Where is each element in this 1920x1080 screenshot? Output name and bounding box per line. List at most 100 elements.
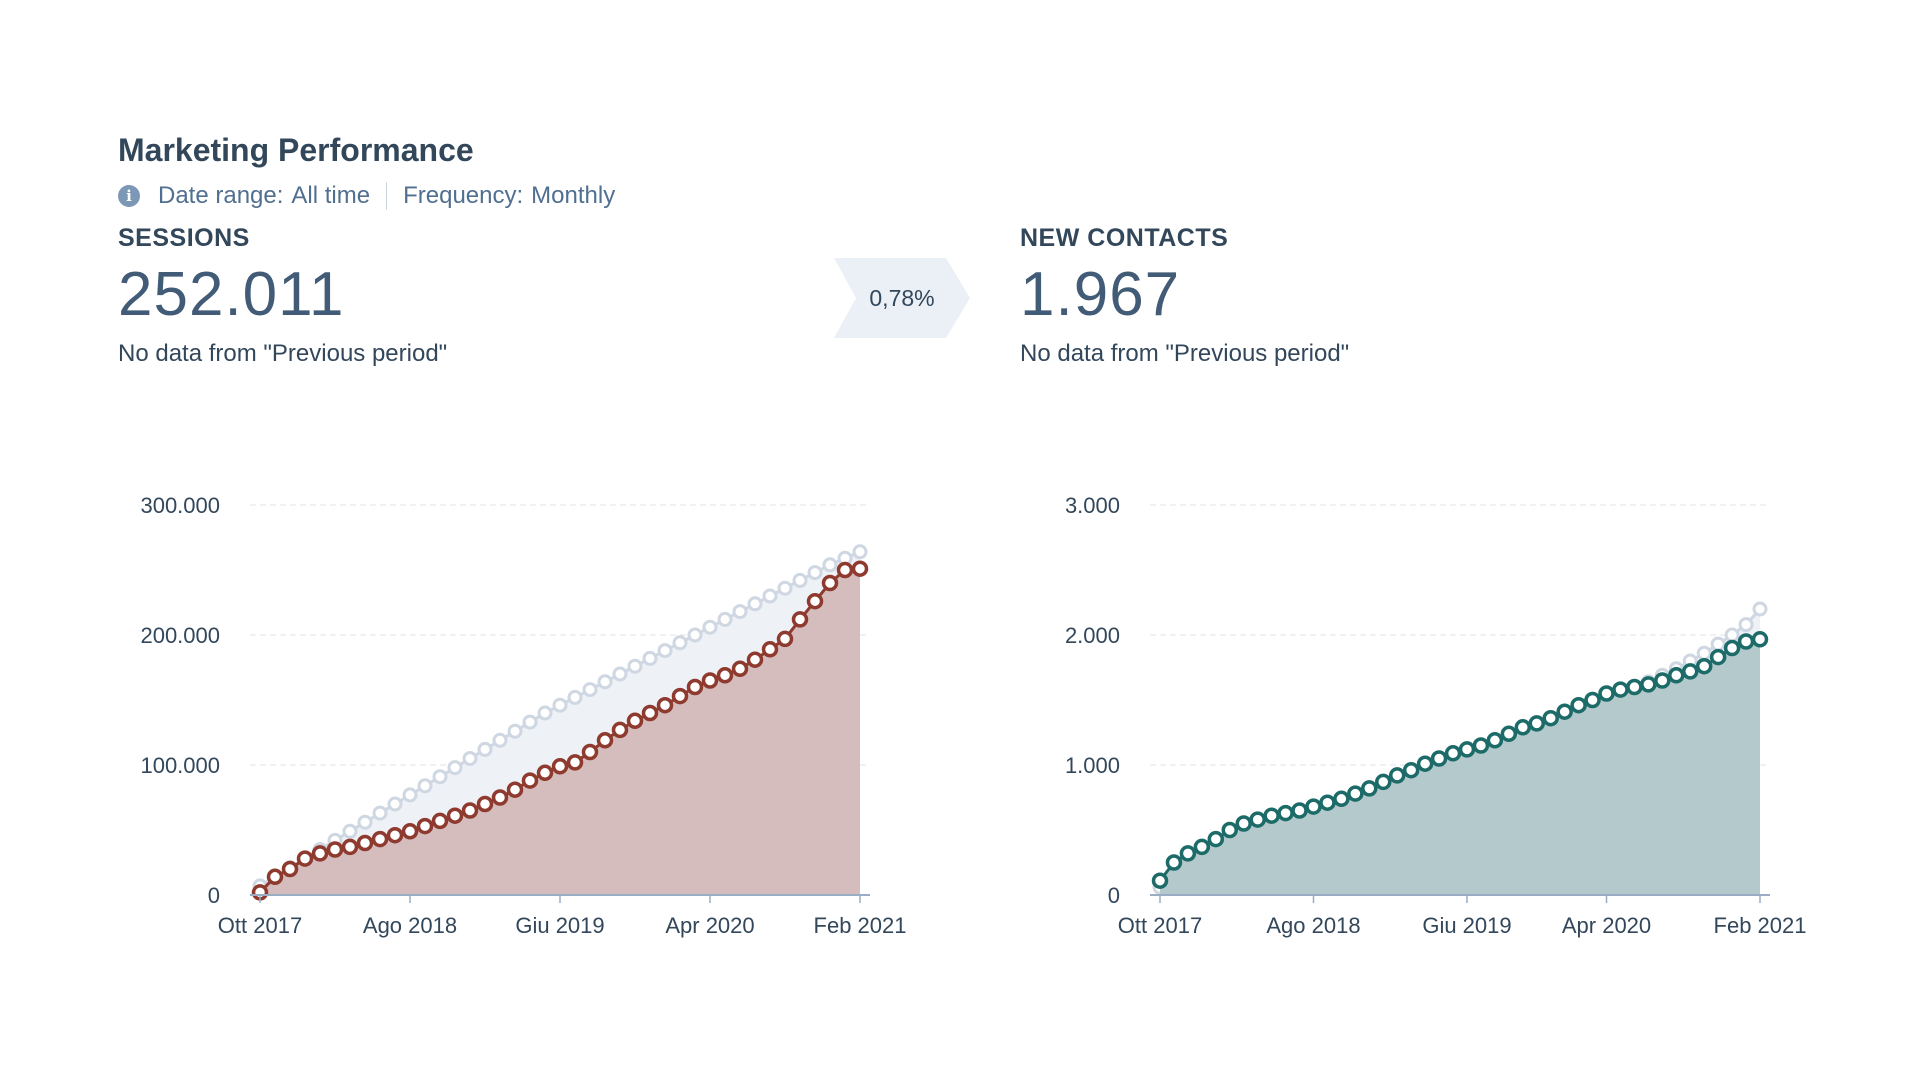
series-point (1221, 821, 1239, 839)
series-point (731, 660, 749, 678)
series-point (1361, 780, 1378, 797)
series-point (1347, 785, 1364, 802)
y-tick-label: 3.000 (1065, 493, 1120, 518)
series-point (266, 868, 284, 886)
series-point (281, 860, 299, 878)
date-range-value[interactable]: All time (291, 182, 371, 209)
series-point (1695, 657, 1713, 675)
series-point (1709, 648, 1727, 666)
new-contacts-chart: 0 1.000 2.000 3.000 Ott 2017 Ago 2018 Giu 2019… (1020, 470, 1807, 960)
series-point (1305, 798, 1322, 815)
series-point (1207, 830, 1225, 848)
comparison-point (462, 751, 478, 766)
series-point (671, 687, 689, 705)
series-point (536, 764, 554, 782)
series-point (656, 696, 674, 714)
sessions-label: SESSIONS (118, 224, 250, 252)
series-point (1556, 703, 1573, 720)
series-point (446, 807, 464, 824)
comparison-point (387, 796, 403, 812)
x-tick-label: Feb 2021 (814, 913, 907, 938)
series-point (641, 704, 659, 722)
series-point (611, 721, 629, 739)
comparison-point (522, 714, 538, 730)
y-tick-label: 300.000 (140, 493, 220, 518)
series-point (461, 802, 479, 819)
series-point (521, 772, 539, 789)
meta-divider (386, 182, 388, 210)
series-point (1263, 807, 1280, 824)
series-point (596, 732, 614, 749)
date-range-key: Date range: (158, 182, 284, 209)
series-point (311, 845, 329, 862)
series-point (1444, 745, 1462, 762)
series-point (791, 611, 809, 628)
frequency-value[interactable]: Monthly (531, 182, 616, 209)
series-point (1528, 715, 1545, 732)
comparison-point (777, 580, 793, 596)
sessions-value: 252.011 (118, 260, 345, 329)
series-point (1291, 802, 1308, 819)
series-point (1277, 804, 1294, 822)
series-point (1612, 681, 1629, 698)
sessions-note: No data from "Previous period" (118, 340, 448, 367)
series-point (1654, 672, 1671, 689)
series-point (1416, 755, 1434, 772)
chevron-fill (834, 258, 970, 338)
series-point (1402, 761, 1420, 779)
series-point (1640, 676, 1657, 693)
x-tick-label: Giu 2019 (1422, 913, 1511, 938)
series-point (1472, 737, 1490, 754)
series-point (566, 754, 584, 771)
series-point (716, 667, 734, 684)
y-tick-label: 0 (208, 883, 220, 908)
series-point (1598, 685, 1615, 702)
sessions-chart: 0 100.000 200.000 300.000 Ott 2017 Ago 2018 Gi… (120, 470, 906, 960)
series-point (686, 678, 704, 696)
sessions-chart-svg: 0 100.000 200.000 300.000 Ott 2017 Ago 2018 Gi… (140, 493, 906, 938)
comparison-point (732, 604, 748, 620)
comparison-point (792, 572, 808, 588)
series-point (1486, 732, 1504, 749)
series-point (1584, 691, 1601, 709)
info-icon[interactable]: i (118, 185, 140, 207)
comparison-point (402, 787, 418, 803)
comparison-point (477, 741, 493, 757)
series-area (1160, 639, 1760, 895)
comparison-point (1724, 627, 1740, 643)
comparison-point (507, 723, 523, 739)
comparison-point (582, 682, 598, 698)
new-contacts-value: 1.967 (1020, 260, 1181, 329)
comparison-point (747, 596, 763, 612)
x-tick-label: Ago 2018 (1266, 913, 1360, 938)
series-point (701, 672, 719, 689)
series-point (776, 630, 794, 648)
series-point (1235, 815, 1252, 832)
comparison-point (612, 666, 628, 682)
series-point (746, 651, 764, 668)
conversion-rate-chevron: 0,78% (834, 258, 970, 338)
comparison-point (687, 627, 703, 643)
y-tick-label: 100.000 (140, 753, 220, 778)
sessions-kpi: SESSIONS 252.011 No data from "Previous … (118, 224, 447, 368)
comparison-point (552, 697, 568, 713)
comparison-point (447, 760, 463, 776)
comparison-point (1752, 601, 1768, 617)
y-tick-label: 1.000 (1065, 753, 1120, 778)
series-point (1375, 773, 1392, 791)
x-tick-label: Ago 2018 (363, 913, 457, 938)
series-point (761, 641, 779, 658)
series-point (581, 743, 599, 761)
comparison-point (1696, 645, 1712, 661)
series-point (1319, 794, 1336, 811)
x-tick-label: Feb 2021 (1714, 913, 1807, 938)
series-point (1681, 663, 1699, 680)
series-point (626, 712, 644, 730)
comparison-point (807, 565, 823, 581)
comparison-point (1710, 636, 1726, 652)
series-point (341, 838, 359, 856)
comparison-point (642, 650, 658, 666)
series-point (1723, 639, 1741, 657)
series-point (1514, 719, 1532, 736)
x-tick-label: Ott 2017 (218, 913, 302, 938)
